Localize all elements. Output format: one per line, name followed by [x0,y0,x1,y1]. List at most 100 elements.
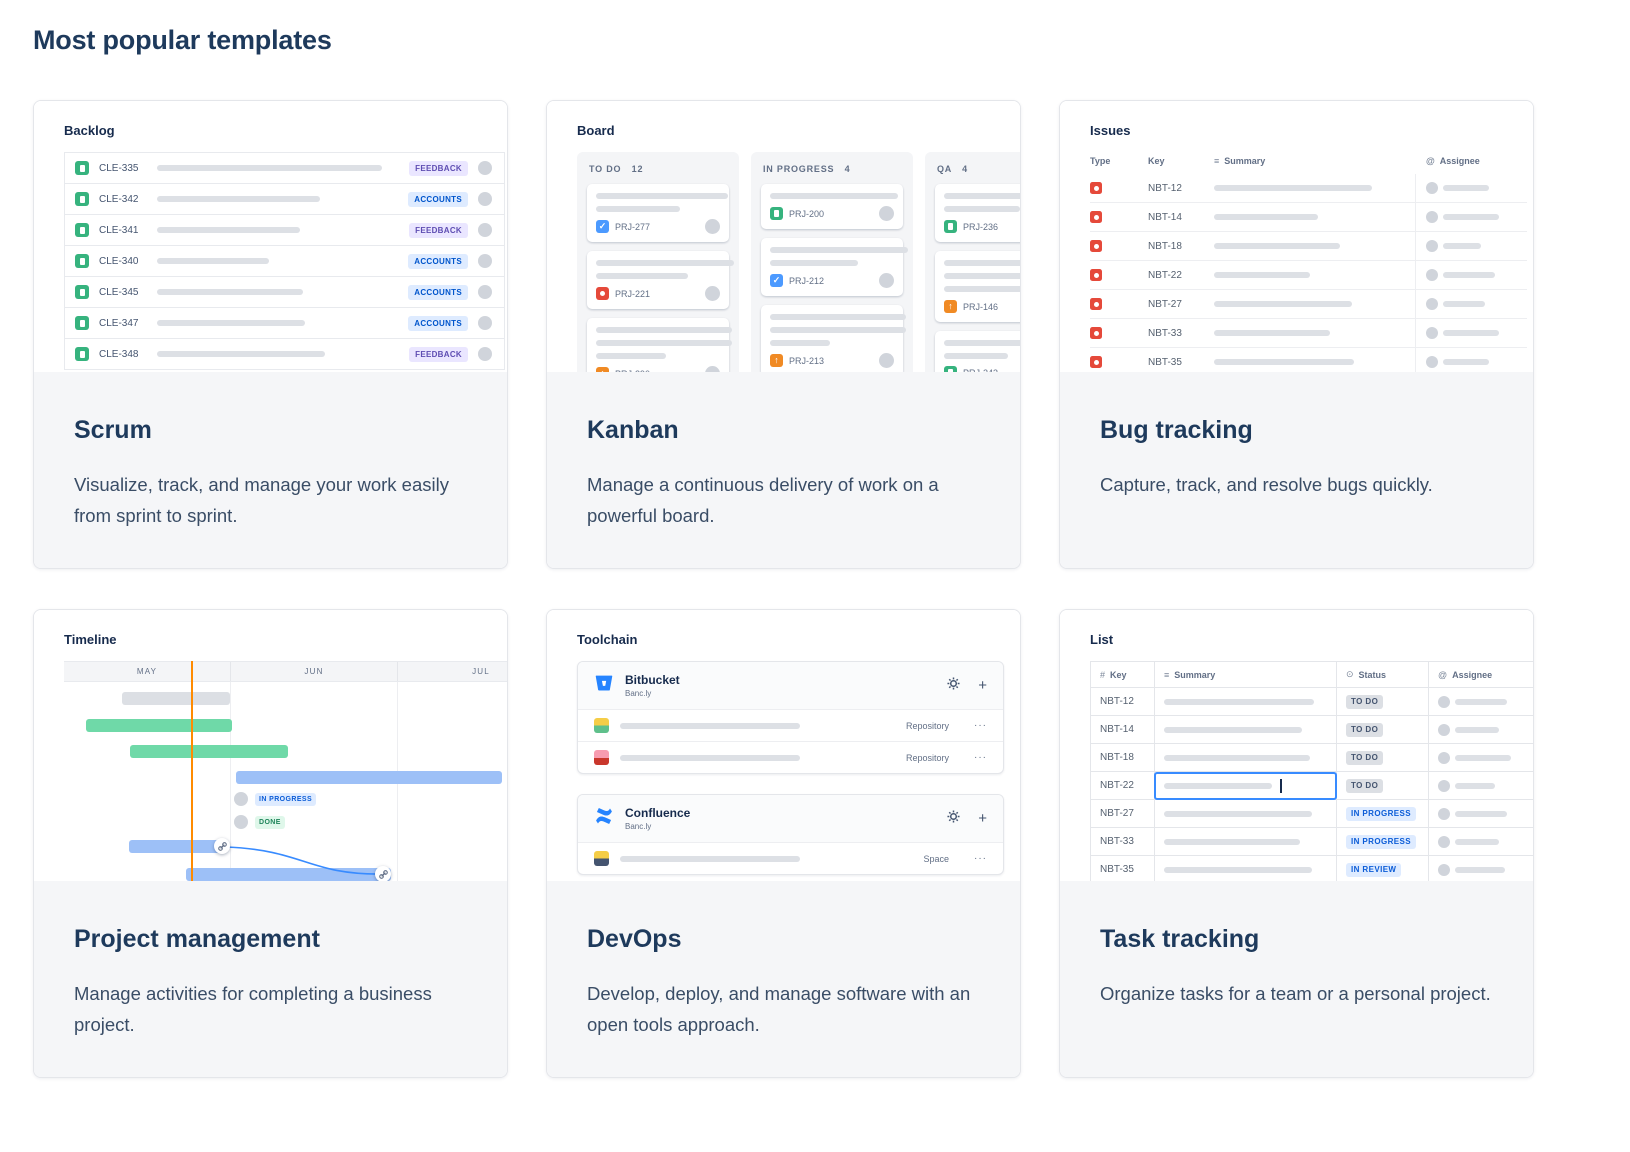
template-card-project-management[interactable]: Timeline MAY JUN JUL [33,609,508,1078]
bug-icon [1090,182,1102,194]
story-icon [75,192,89,206]
gantt-chart: MAY JUN JUL [64,661,507,881]
assignee-cell [1415,203,1527,231]
link-icon [214,838,230,854]
gear-icon [947,676,960,695]
issue-key: NBT-12 [1091,688,1155,716]
issue-key: CLE-341 [99,224,139,236]
gantt-bar [129,840,226,853]
board-card: PRJ-243 [935,331,1020,372]
add-icon: + [978,810,987,827]
row-type-label: Repository [905,720,949,731]
card-description: Develop, deploy, and manage software wit… [587,983,971,1036]
avatar [879,273,894,288]
backlog-list: CLE-335 FEEDBACK CLE-342 ACCOUNTS [64,152,505,370]
type-cell [1090,327,1148,339]
status-lozenge: IN REVIEW [1346,862,1402,877]
assignee-icon: @ [1426,156,1435,166]
summary-cell-editing[interactable] [1154,772,1337,800]
issue-key: NBT-18 [1148,240,1182,252]
column-header-summary: ≡ Summary [1214,156,1415,166]
column-header-label: Summary [1224,156,1266,166]
issue-key: PRJ-277 [615,221,651,232]
card-footer: PRJ-290 [596,366,720,372]
avatar [1426,269,1438,281]
placeholder-bar [1164,838,1300,845]
backlog-row: CLE-345 ACCOUNTS [64,276,505,308]
improvement-icon [944,300,957,313]
summary-cell [1214,301,1415,307]
placeholder-bar [1455,866,1505,873]
placeholder-bar [596,273,688,279]
column-header-type: Type [1090,156,1111,166]
column-count: 4 [844,164,851,174]
placeholder-bar [944,206,1020,212]
add-icon: + [978,677,987,694]
status-lozenge: TO DO [1346,778,1384,793]
today-marker-line [191,661,193,881]
issue-key: PRJ-213 [789,355,825,366]
column-header-summary: ≡ Summary [1155,662,1337,688]
template-card-scrum[interactable]: Backlog CLE-335 FEEDBACK CLE-342 ACCOUNT… [33,100,508,569]
summary-cell [1155,800,1337,828]
avatar [234,815,248,829]
issue-key: NBT-35 [1148,356,1182,368]
card-footer: PRJ-243 [944,366,1020,372]
column-header-label: Assignee [1452,669,1493,680]
placeholder-bar [1443,359,1489,365]
placeholder-bar [1443,214,1499,220]
issue-key: PRJ-290 [615,369,650,373]
summary-icon: ≡ [1214,156,1220,166]
card-description: Capture, track, and resolve bugs quickly… [1100,474,1433,495]
inline-edit-input[interactable] [1154,772,1337,800]
summary-cell [1214,243,1415,249]
placeholder-bar [1455,838,1499,845]
tool-panel-header: Confluence Banc.ly + [578,795,1003,842]
placeholder-bar [157,289,303,295]
bug-icon [596,287,609,300]
card-title: DevOps [587,925,682,953]
more-icon: ··· [974,752,987,763]
avatar [1438,695,1450,708]
avatar [705,366,720,372]
issue-key: NBT-14 [1091,716,1155,744]
issue-row: NBT-18 [1090,232,1527,261]
gantt-status-row: DONE [234,815,285,829]
gantt-bar [122,692,230,705]
placeholder-bar [596,340,732,346]
board-card: PRJ-236 [935,184,1020,242]
template-card-task-tracking[interactable]: List # Key ≡ Summary ⊙ Status [1059,609,1534,1078]
placeholder-bar [1443,301,1485,307]
bug-icon [1090,269,1102,281]
tool-row: Repository ··· [578,741,1003,773]
timeline-preview: Timeline MAY JUN JUL [34,610,507,881]
issue-key: CLE-340 [99,255,139,267]
gantt-grid: IN PROGRESS DONE [64,661,507,881]
placeholder-bar [1455,782,1495,789]
issue-key: NBT-14 [1148,211,1182,223]
column-header-status: ⊙ Status [1337,662,1429,688]
template-card-devops[interactable]: Toolchain Bitbucket Banc.ly [546,609,1021,1078]
assignee-cell [1429,772,1533,800]
template-card-bug-tracking[interactable]: Issues Type Key ≡ Summary @ Assignee [1059,100,1534,569]
task-icon [596,220,609,233]
tool-row: Space ··· [578,842,1003,874]
status-lozenge: TO DO [1346,750,1384,765]
label-badge: ACCOUNTS [408,284,468,300]
placeholder-bar [770,314,906,320]
tool-row: Repository ··· [578,709,1003,741]
placeholder-bar [944,273,1020,279]
issue-key: CLE-348 [99,348,139,360]
issue-row: NBT-35 [1090,348,1527,372]
placeholder-bar [620,722,800,729]
tool-identity: Confluence Banc.ly [625,806,690,831]
issue-key: PRJ-243 [963,368,998,373]
page-title: Most popular templates [33,25,332,55]
avatar [1438,779,1450,792]
avatar [1438,835,1450,848]
template-card-kanban[interactable]: Board TO DO 12 PRJ-277 [546,100,1021,569]
board-column-qa: QA 4 PRJ-236 [925,152,1020,372]
issue-key: PRJ-212 [789,275,825,286]
placeholder-bar [1443,272,1495,278]
board-card: PRJ-200 [761,184,903,229]
